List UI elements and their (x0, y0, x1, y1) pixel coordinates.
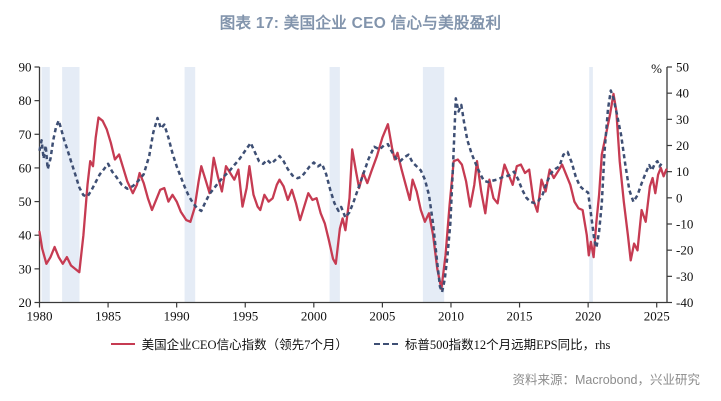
left-tick-label: 90 (19, 60, 32, 75)
right-tick-label: -20 (676, 243, 693, 258)
left-tick-label: 50 (19, 194, 32, 209)
x-tick-label: 2010 (438, 309, 464, 324)
right-tick-label: 50 (676, 60, 689, 75)
left-tick-label: 30 (19, 261, 32, 276)
recession-band (62, 67, 80, 303)
legend-label-eps-growth: 标普500指数12个月远期EPS同比，rhs (404, 338, 611, 352)
recession-bands (41, 67, 593, 303)
right-tick-label: 20 (676, 138, 689, 153)
left-tick-label: 40 (19, 228, 32, 243)
x-tick-label: 2025 (644, 309, 670, 324)
right-tick-label: 30 (676, 112, 689, 127)
recession-band (589, 67, 593, 303)
left-tick-label: 80 (19, 93, 32, 108)
x-tick-label: 1980 (27, 309, 53, 324)
x-tick-label: 2015 (507, 309, 533, 324)
left-tick-label: 70 (19, 127, 32, 142)
recession-band (184, 67, 196, 303)
x-axis: 1980 1985 1990 1995 2000 2005 2010 2015 2020 2025 (27, 301, 670, 324)
x-tick-label: 2005 (369, 309, 395, 324)
left-tick-label: 20 (19, 295, 32, 310)
right-tick-label: 0 (676, 190, 683, 205)
y-axis-right: -40 -30 -20 -10 0 10 20 30 40 50% (651, 60, 693, 311)
x-tick-label: 1985 (95, 309, 121, 324)
percent-unit-label: % (651, 61, 662, 76)
right-tick-label: -40 (676, 295, 693, 310)
data-source-note: 资料来源：Macrobond，兴业研究 (512, 373, 700, 387)
solid-line-swatch-icon (110, 342, 135, 345)
legend-label-ceo-confidence: 美国企业CEO信心指数（领先7个月） (141, 338, 348, 352)
x-tick-label: 1995 (232, 309, 258, 324)
recession-band (422, 67, 445, 303)
right-tick-label: -30 (676, 269, 693, 284)
left-tick-label: 60 (19, 160, 32, 175)
legend-item-ceo-confidence: 美国企业CEO信心指数（领先7个月） (110, 334, 348, 353)
right-tick-label: -10 (676, 217, 693, 232)
legend-item-eps-growth: 标普500指数12个月远期EPS同比，rhs (373, 334, 611, 353)
right-tick-label: 40 (676, 86, 689, 101)
recession-band (329, 67, 340, 303)
chart-title: 图表 17: 美国企业 CEO 信心与美股盈利 (219, 15, 502, 32)
y-axis-left: 20 30 40 50 60 70 80 90 (19, 60, 41, 310)
dashed-line-swatch-icon (373, 342, 398, 345)
x-tick-label: 1990 (164, 309, 190, 324)
ceo-confidence-line (38, 92, 668, 291)
right-tick-label: 10 (676, 164, 689, 179)
x-tick-label: 2020 (575, 309, 601, 324)
chart-legend: 美国企业CEO信心指数（领先7个月） 标普500指数12个月远期EPS同比，rh… (0, 334, 721, 353)
recession-band (41, 67, 50, 303)
x-tick-label: 2000 (301, 309, 327, 324)
